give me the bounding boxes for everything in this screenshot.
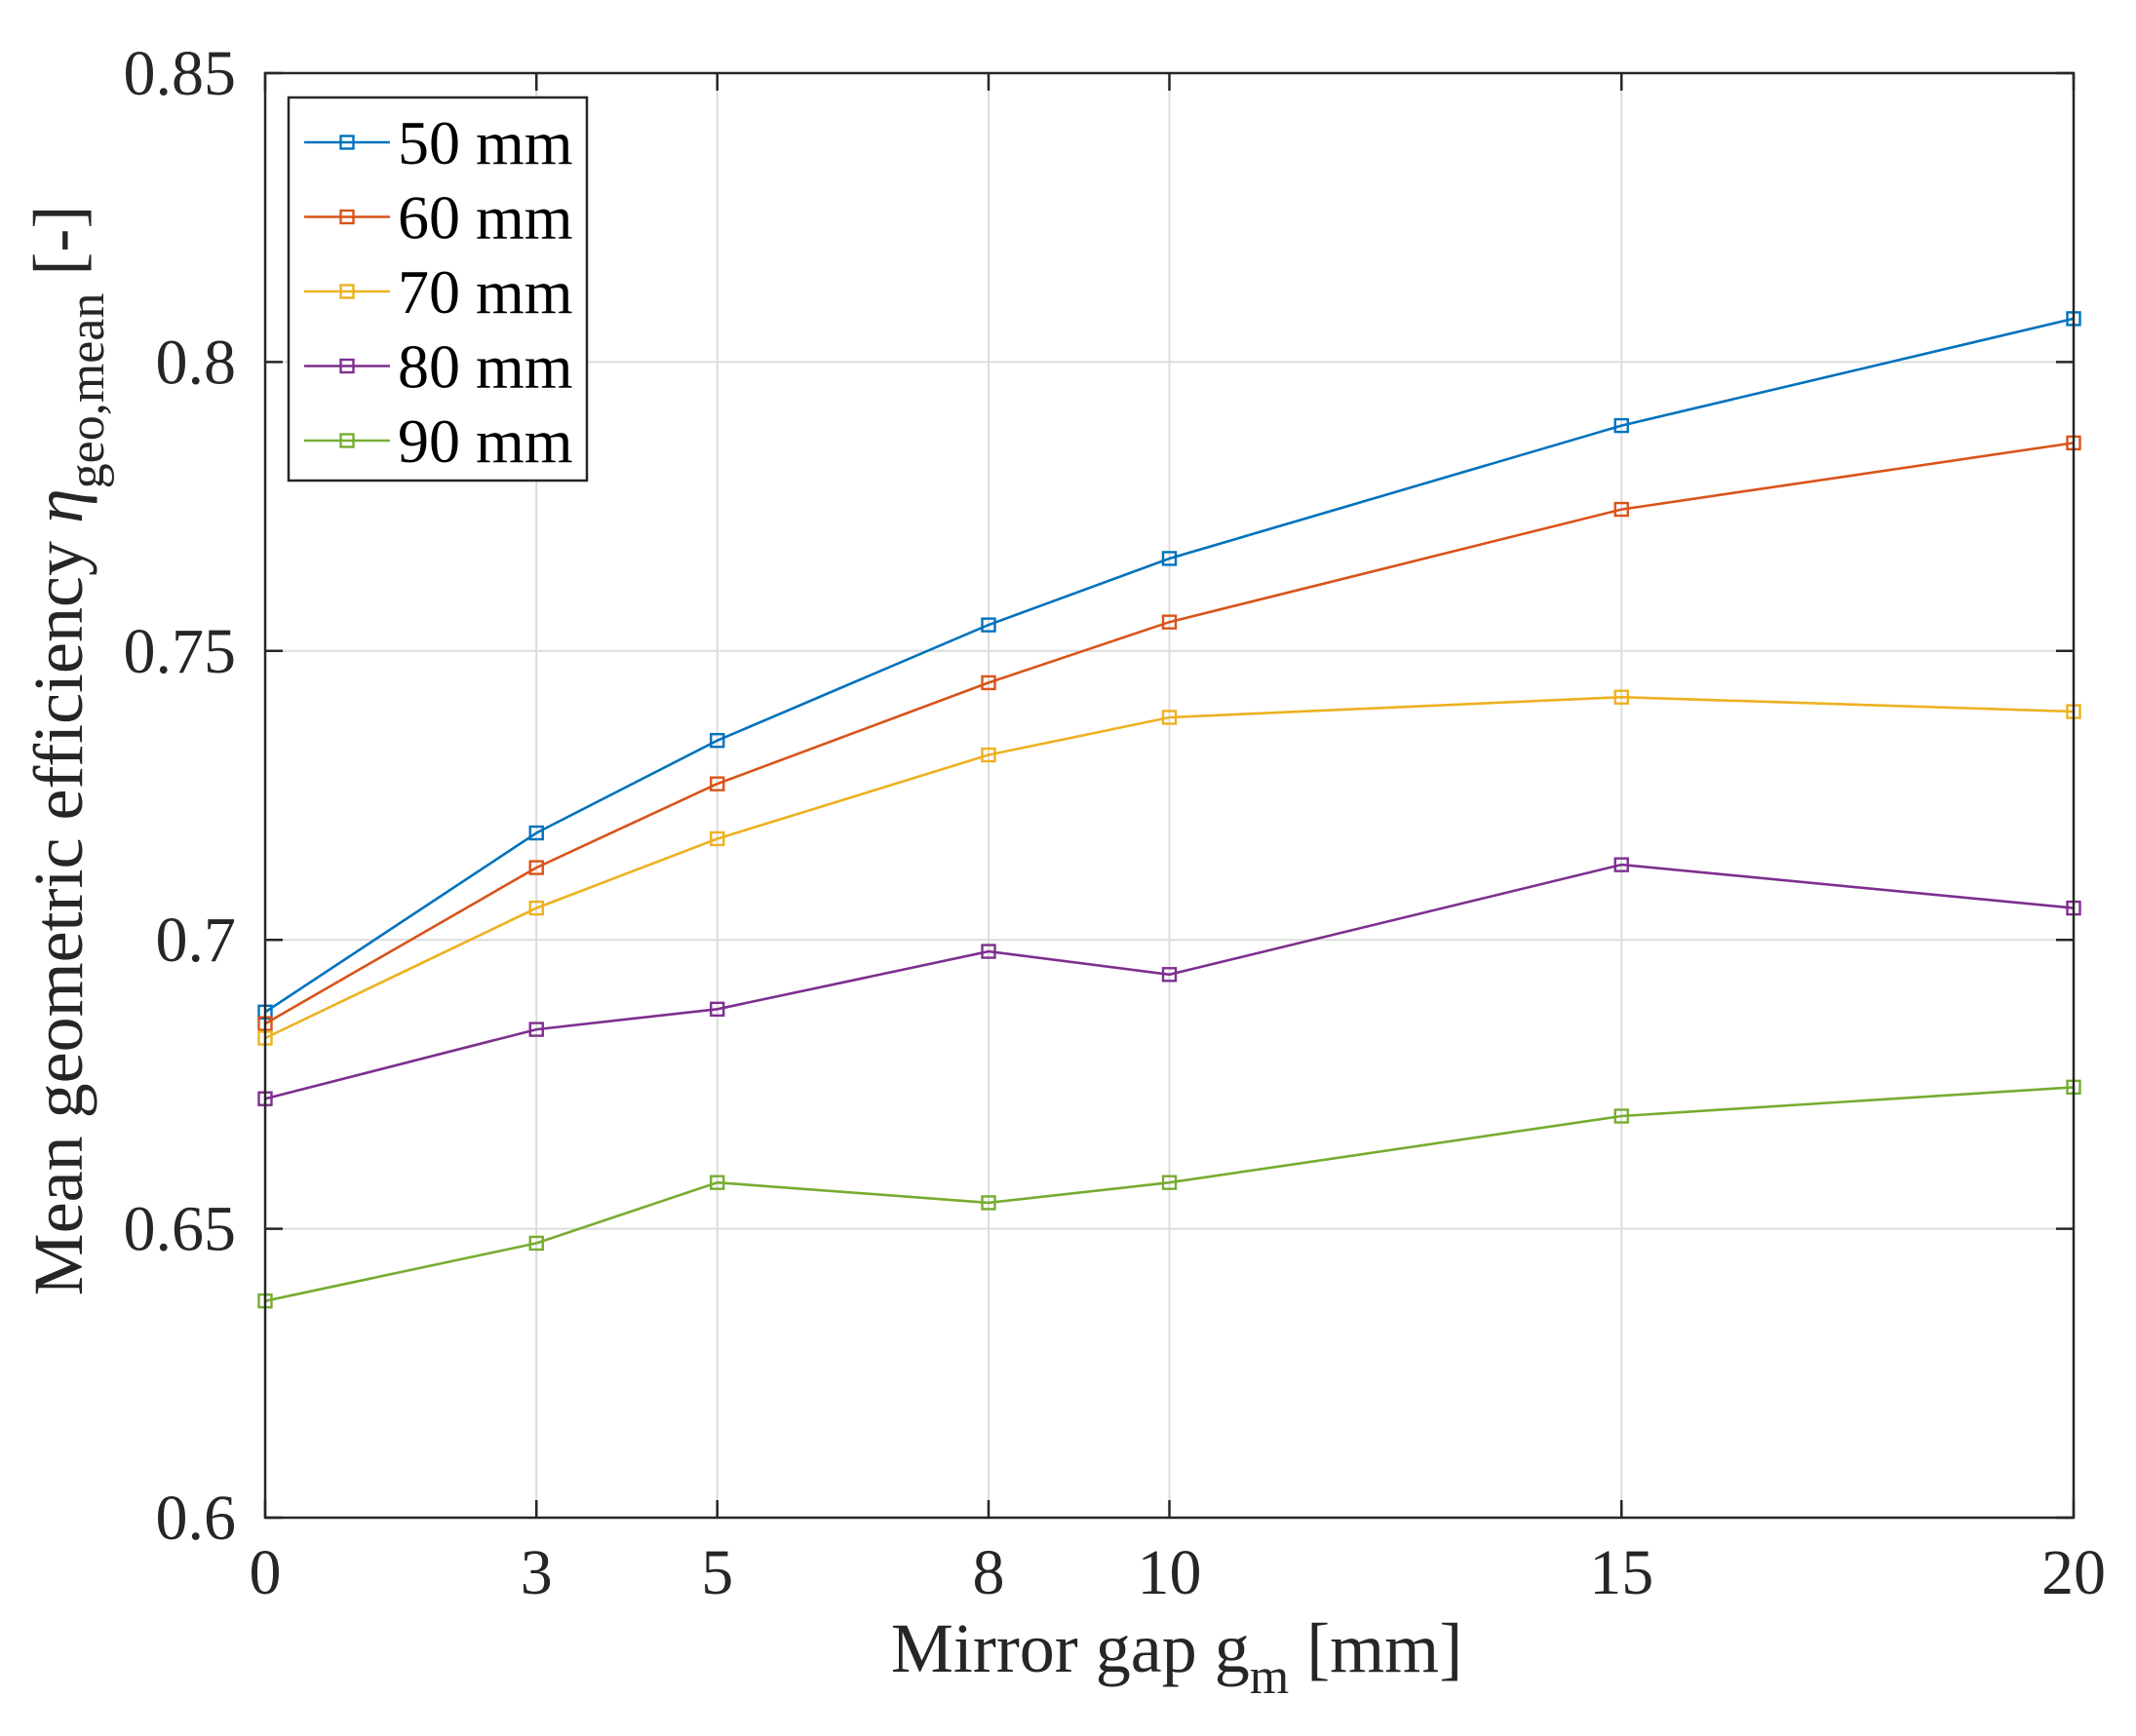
data-point: [528, 860, 544, 875]
data-point: [1613, 1108, 1629, 1124]
data-point: [710, 732, 725, 749]
series-70-mm: [257, 689, 2081, 1046]
legend-label: 80 mm: [398, 332, 573, 402]
y-tick-label: 0.65: [124, 1194, 237, 1265]
legend-item: 60 mm: [304, 183, 573, 252]
data-point: [1161, 614, 1178, 630]
legend-item: 70 mm: [304, 257, 573, 327]
x-tick-label: 5: [701, 1537, 733, 1608]
data-point: [1613, 857, 1629, 872]
series-line: [264, 1086, 2075, 1302]
legend-item: 80 mm: [304, 332, 573, 402]
x-tick-label: 15: [1589, 1537, 1653, 1608]
x-tick-label: 10: [1138, 1537, 1202, 1608]
y-tick-label: 0.8: [156, 327, 237, 398]
series-line: [264, 695, 2075, 1040]
data-point: [528, 900, 544, 916]
series-line: [264, 863, 2075, 1100]
data-point: [710, 1175, 725, 1190]
data-point: [710, 1001, 725, 1018]
series-line: [264, 442, 2075, 1025]
data-point: [981, 747, 996, 763]
data-point: [528, 825, 544, 841]
data-point: [710, 830, 725, 847]
series-line: [264, 317, 2075, 1014]
x-tick-label: 3: [521, 1537, 553, 1608]
legend-item: 50 mm: [304, 108, 573, 177]
legend-marker: [339, 284, 355, 299]
legend-marker: [339, 358, 355, 374]
data-point: [1161, 710, 1178, 725]
axes: [263, 71, 2076, 1520]
data-point: [981, 617, 996, 633]
data-point: [1161, 551, 1178, 566]
x-tick-label: 0: [250, 1537, 282, 1608]
data-point: [1613, 501, 1629, 518]
tick-labels: 0 3 5 8 10 15 20 0.6 0.65 0.7 0.75 0.8 0.85: [124, 38, 2107, 1608]
data-point: [981, 675, 996, 691]
legend-box: [287, 96, 589, 482]
data-point: [981, 1195, 996, 1211]
data-point: [1613, 417, 1629, 434]
legend-label: 70 mm: [398, 257, 573, 327]
data-point: [528, 1022, 544, 1037]
legend-marker: [339, 135, 355, 150]
y-tick-label: 0.6: [156, 1483, 237, 1554]
legend-label: 50 mm: [398, 108, 573, 177]
x-tick-label: 8: [973, 1537, 1005, 1608]
legend-label: 90 mm: [398, 406, 573, 476]
data-point: [710, 776, 725, 791]
data-point: [1161, 1175, 1178, 1190]
y-tick-label: 0.75: [124, 616, 237, 687]
data-point: [528, 1235, 544, 1252]
x-axis-title: Mirror gap gm [mm]: [891, 1609, 1462, 1705]
legend-marker: [339, 209, 355, 225]
legend-label: 60 mm: [398, 183, 573, 252]
x-tick-label: 20: [2041, 1537, 2106, 1608]
y-tick-label: 0.7: [156, 905, 237, 976]
y-tick-label: 0.85: [124, 38, 237, 109]
legend-marker: [339, 433, 355, 448]
y-axis-title: Mean geometric efficiency ηgeo,mean [-]: [19, 206, 115, 1296]
legend-item: 90 mm: [304, 406, 573, 476]
data-point: [1161, 967, 1178, 983]
data-point: [981, 944, 996, 959]
data-point: [1613, 689, 1629, 705]
